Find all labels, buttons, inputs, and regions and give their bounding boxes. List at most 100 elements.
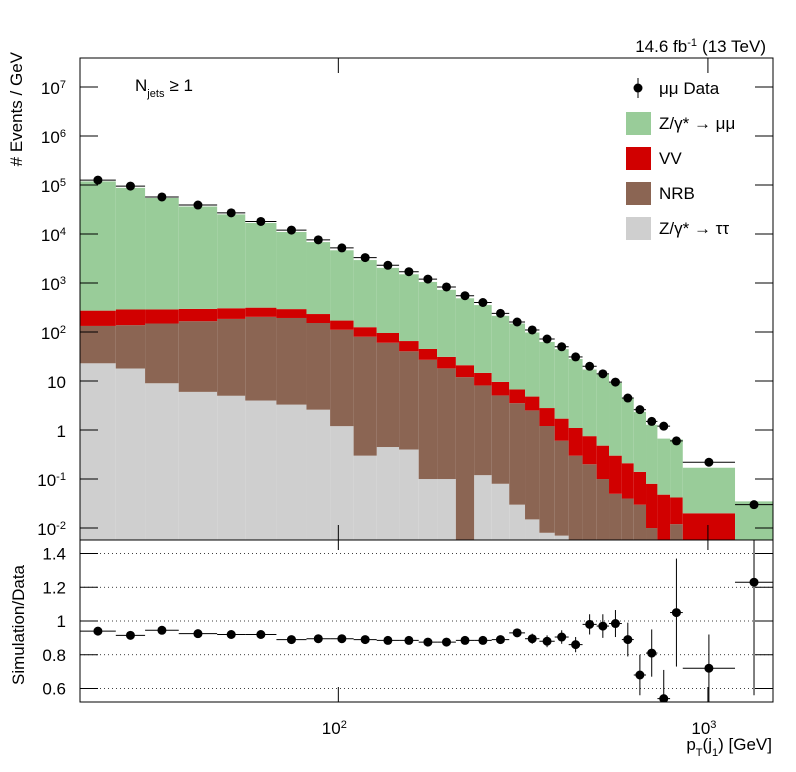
stack-segment (596, 374, 610, 446)
stack-segment (418, 359, 438, 480)
y-tick-label-part: 10 (41, 79, 60, 98)
y-tick-label: 10-2 (37, 520, 66, 539)
stack-segment (80, 181, 116, 311)
ratio-point (647, 648, 657, 658)
selection-label: Njets ≥ 1 (135, 76, 193, 100)
data-point (125, 181, 135, 191)
stack-segment (306, 323, 331, 410)
data-point (193, 200, 203, 210)
legend-label: VV (659, 149, 682, 168)
ratio-point (623, 635, 633, 645)
stack-segment (646, 528, 658, 540)
stack-segment (330, 329, 354, 427)
ratio-point (313, 634, 323, 644)
stack-segment (245, 316, 277, 401)
ratio-point (157, 625, 167, 635)
ratio-point (527, 634, 537, 644)
luminosity-label-part: -1 (687, 37, 697, 49)
stack-segment (437, 289, 456, 357)
data-point (93, 175, 103, 185)
stack-segment (474, 372, 492, 386)
y-tick-label-part: -1 (56, 471, 66, 483)
x-tick-label: 102 (322, 719, 347, 738)
selection-label-part: ≥ 1 (169, 76, 193, 95)
y-tick-label-part: 0.6 (42, 680, 66, 699)
stack-segment (621, 463, 634, 499)
stack-segment (330, 320, 354, 330)
stack-segment (276, 317, 307, 405)
stack-segment (276, 404, 307, 540)
ratio-point (495, 635, 505, 645)
stack-segment (455, 365, 475, 378)
stack-segment (474, 475, 492, 540)
x-tick-label-part: 10 (322, 719, 341, 738)
stack-segment (682, 467, 736, 514)
stack-segment (376, 447, 400, 540)
ratio-point (542, 636, 552, 646)
ratio-point (360, 635, 370, 645)
y-tick-label-part: 5 (60, 177, 66, 189)
ratio-point (512, 628, 522, 638)
ratio-point (337, 634, 347, 644)
stack-segment (621, 398, 634, 464)
stack-segment (525, 332, 540, 397)
y-tick-label-part: 10 (41, 177, 60, 196)
ratio-point (671, 608, 681, 618)
stack-segment (353, 260, 377, 328)
stack-segment (178, 391, 218, 540)
stack-segment (670, 524, 683, 540)
ratio-point (226, 630, 236, 639)
stack-segment (418, 348, 438, 360)
legend-swatch (626, 182, 651, 205)
y-tick-label-part: 3 (60, 275, 66, 287)
stack-segment (353, 336, 377, 456)
y-tick-label: 106 (41, 128, 66, 147)
data-point (671, 436, 681, 446)
y-tick-label: 1.2 (42, 578, 66, 597)
stack-segment (276, 309, 307, 318)
data-point (527, 325, 537, 335)
stack-segment (399, 341, 419, 352)
stack-segment (582, 369, 597, 437)
ratio-point (557, 632, 567, 642)
stack-segment (178, 321, 218, 392)
y-tick-label-part: 2 (60, 324, 66, 336)
data-point (571, 352, 581, 362)
ratio-point (423, 637, 433, 647)
ratio-point (404, 635, 414, 645)
stack-segment (376, 332, 400, 343)
stack-segment (245, 222, 277, 308)
stack-segment (646, 424, 658, 484)
stack-segment (145, 309, 179, 324)
ratio-point (125, 630, 135, 640)
data-point (659, 421, 669, 431)
data-point (460, 291, 470, 301)
stack-segment (621, 498, 634, 540)
stack-segment (474, 385, 492, 476)
ratio-point (460, 635, 470, 645)
ratio-point (585, 619, 595, 629)
y-tick-label-part: -2 (56, 520, 66, 532)
y-axis-label: # Events / GeV (7, 51, 26, 166)
y-tick-label-part: 4 (60, 226, 66, 238)
x-tick-label: 103 (691, 719, 716, 738)
frame (79, 539, 774, 703)
stack-segment (525, 396, 540, 411)
y-tick-label: 105 (41, 177, 66, 196)
y-tick-label-part: 10 (41, 128, 60, 147)
stack-segment (646, 483, 658, 529)
stack-segment (491, 483, 510, 540)
x-axis-label: pT(j1) [GeV] (686, 735, 772, 759)
ratio-point (478, 635, 488, 645)
stack-segment (657, 494, 671, 540)
y-tick-label-part: 10 (41, 275, 60, 294)
x-axis-label-part: (j (703, 735, 712, 754)
y-axis-label: Simulation/Data (9, 564, 28, 685)
legend-label: NRB (659, 184, 695, 203)
stack-segment (437, 479, 456, 540)
data-point (360, 253, 370, 263)
ratio-point (704, 663, 714, 673)
y-tick-label: 103 (41, 275, 66, 294)
y-tick-label-part: 7 (60, 79, 66, 91)
stack-segment (145, 323, 179, 384)
